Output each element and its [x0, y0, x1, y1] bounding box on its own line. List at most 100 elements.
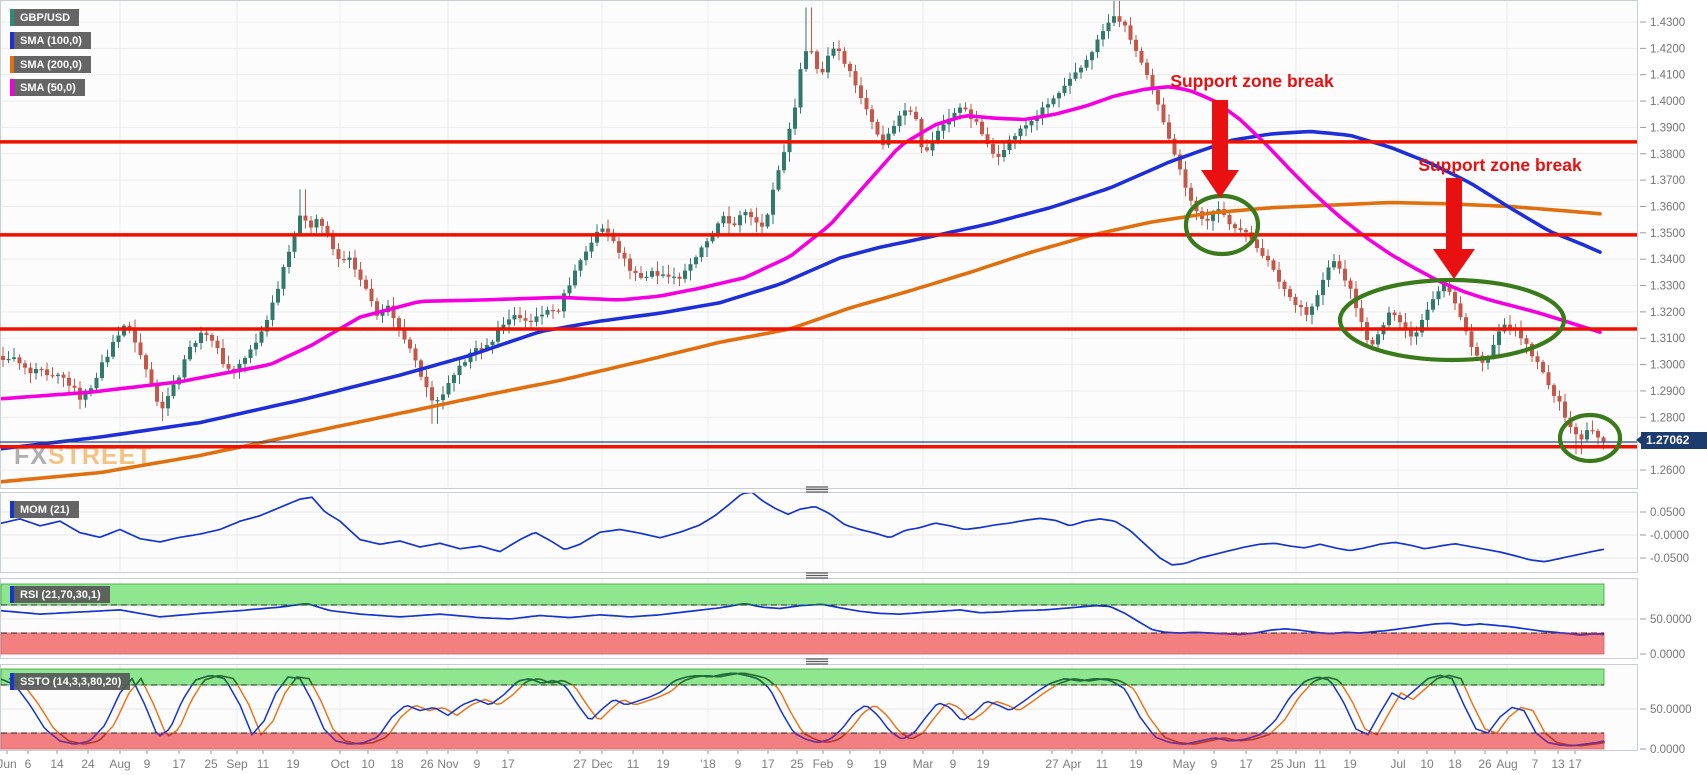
- svg-text:26: 26: [1478, 757, 1492, 771]
- current-price-value: 1.27062: [1646, 433, 1690, 447]
- svg-text:0.0000: 0.0000: [1650, 744, 1685, 756]
- drawing-annotations: [1183, 100, 1623, 464]
- sma50-label: SMA (50,0): [20, 81, 76, 94]
- svg-text:25: 25: [790, 757, 804, 771]
- svg-text:7: 7: [1532, 757, 1539, 771]
- svg-text:-0.0000: -0.0000: [1650, 530, 1689, 542]
- svg-text:19: 19: [1129, 757, 1143, 771]
- svg-text:'18: '18: [700, 757, 716, 771]
- svg-text:27: 27: [1045, 757, 1059, 771]
- svg-text:9: 9: [950, 757, 957, 771]
- svg-text:1.3500: 1.3500: [1650, 228, 1685, 240]
- svg-text:14: 14: [50, 757, 64, 771]
- rsi-color-swatch: [10, 586, 14, 603]
- legend-item-sma50[interactable]: SMA (50,0): [10, 79, 85, 96]
- svg-text:11: 11: [1314, 757, 1327, 771]
- svg-text:9: 9: [474, 757, 481, 771]
- svg-text:May: May: [1173, 757, 1196, 771]
- svg-text:17: 17: [1568, 757, 1582, 771]
- svg-text:9: 9: [144, 757, 151, 771]
- svg-text:6: 6: [25, 757, 32, 771]
- svg-text:1.2600: 1.2600: [1650, 465, 1685, 477]
- svg-text:0.0000: 0.0000: [1650, 649, 1685, 661]
- symbol-label: GBP/USD: [20, 11, 71, 24]
- svg-text:50.0000: 50.0000: [1650, 704, 1692, 716]
- legend-item-sma200[interactable]: SMA (200,0): [10, 56, 91, 73]
- svg-text:Apr: Apr: [1063, 757, 1082, 771]
- panel-resize-grip-3[interactable]: [806, 658, 828, 665]
- sma50-color-swatch: [10, 79, 14, 96]
- price-axis[interactable]: 1.4300 1.4200 1.4100 1.4000 1.3900 1.3800 1.37…: [1640, 17, 1692, 756]
- svg-text:1.4000: 1.4000: [1650, 96, 1685, 108]
- svg-text:19: 19: [873, 757, 887, 771]
- symbol-color-swatch: [10, 9, 14, 26]
- highlight-ellipse-3: [1557, 412, 1623, 464]
- svg-text:9: 9: [847, 757, 854, 771]
- svg-text:Nov: Nov: [437, 757, 458, 771]
- rsi-label: RSI (21,70,30,1): [20, 588, 101, 601]
- svg-text:25: 25: [204, 757, 218, 771]
- current-price-badge: 1.27062: [1636, 432, 1707, 449]
- price-badge-notch-icon: [1636, 436, 1641, 444]
- panel-resize-grip-2[interactable]: [806, 572, 828, 579]
- svg-text:11: 11: [257, 757, 270, 771]
- svg-text:1.3400: 1.3400: [1650, 254, 1685, 266]
- svg-text:Jun: Jun: [1286, 757, 1305, 771]
- svg-text:10: 10: [361, 757, 375, 771]
- svg-text:9: 9: [735, 757, 742, 771]
- svg-text:25: 25: [1270, 757, 1284, 771]
- svg-text:13: 13: [1551, 757, 1565, 771]
- momentum-indicator-label[interactable]: MOM (21): [10, 501, 79, 518]
- svg-text:19: 19: [286, 757, 300, 771]
- svg-text:26: 26: [420, 757, 434, 771]
- svg-text:1.4100: 1.4100: [1650, 70, 1685, 82]
- svg-text:17: 17: [172, 757, 186, 771]
- svg-text:1.4200: 1.4200: [1650, 43, 1685, 55]
- down-arrow-icon-1: [1212, 100, 1228, 170]
- svg-text:9: 9: [1211, 757, 1218, 771]
- svg-text:19: 19: [976, 757, 990, 771]
- svg-text:19: 19: [1343, 757, 1357, 771]
- sma100-label: SMA (100,0): [20, 34, 82, 47]
- svg-text:1.3800: 1.3800: [1650, 149, 1685, 161]
- svg-text:Jul: Jul: [1390, 757, 1405, 771]
- panel-resize-grip-1[interactable]: [806, 486, 828, 493]
- svg-text:1.2800: 1.2800: [1650, 412, 1685, 424]
- svg-text:50.0000: 50.0000: [1650, 614, 1692, 626]
- support-resistance-lines: [0, 140, 1637, 449]
- svg-text:1.3200: 1.3200: [1650, 307, 1685, 319]
- down-arrow-icon-2: [1446, 178, 1462, 249]
- svg-text:Sep: Sep: [226, 757, 248, 771]
- svg-text:18: 18: [1448, 757, 1462, 771]
- sma100-color-swatch: [10, 32, 14, 49]
- svg-text:17: 17: [501, 757, 515, 771]
- stochastic-indicator-label[interactable]: SSTO (14,3,3,80,20): [10, 673, 131, 690]
- svg-text:Feb: Feb: [813, 757, 834, 771]
- svg-text:24: 24: [81, 757, 95, 771]
- highlight-ellipse-1: [1183, 193, 1261, 257]
- svg-text:1.2900: 1.2900: [1650, 386, 1685, 398]
- svg-text:11: 11: [627, 757, 640, 771]
- svg-text:Jun: Jun: [0, 757, 17, 771]
- svg-text:Aug: Aug: [109, 757, 130, 771]
- svg-text:1.3900: 1.3900: [1650, 122, 1685, 134]
- highlight-ellipse-2: [1337, 277, 1567, 363]
- stochastic-color-swatch: [10, 673, 14, 690]
- svg-text:Dec: Dec: [591, 757, 612, 771]
- svg-text:27: 27: [573, 757, 587, 771]
- svg-text:11: 11: [1096, 757, 1109, 771]
- svg-text:17: 17: [761, 757, 775, 771]
- rsi-indicator-label[interactable]: RSI (21,70,30,1): [10, 586, 110, 603]
- svg-text:10: 10: [1420, 757, 1434, 771]
- svg-text:1.4300: 1.4300: [1650, 17, 1685, 29]
- svg-text:1.3300: 1.3300: [1650, 281, 1685, 293]
- legend-item-symbol[interactable]: GBP/USD: [10, 9, 80, 26]
- svg-text:1.3600: 1.3600: [1650, 201, 1685, 213]
- legend-item-sma100[interactable]: SMA (100,0): [10, 32, 91, 49]
- svg-text:Mar: Mar: [913, 757, 934, 771]
- stochastic-label: SSTO (14,3,3,80,20): [20, 675, 122, 688]
- date-axis[interactable]: Jun 6 14 24 Aug 9 17 25 Sep 11 19 Oct 10 18 26 Nov 9 17 27…: [0, 750, 1582, 772]
- svg-text:1.3700: 1.3700: [1650, 175, 1685, 187]
